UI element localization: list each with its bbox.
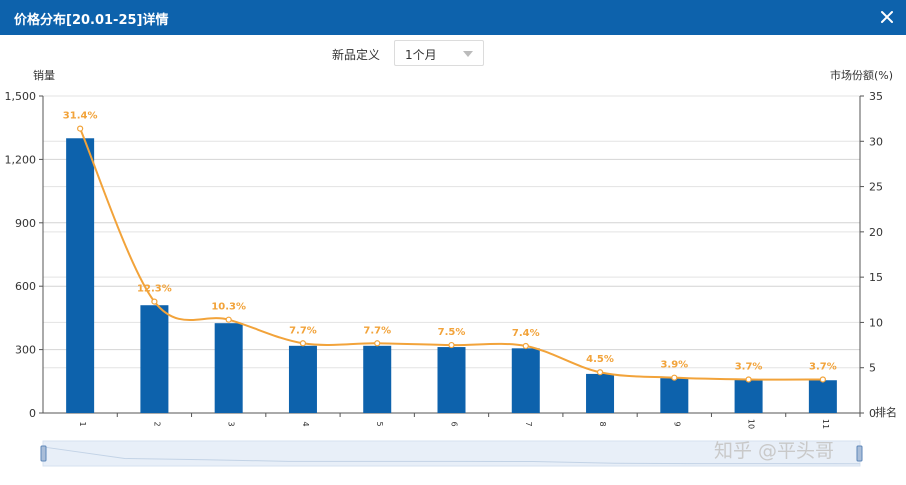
zoom-handle-right[interactable] (856, 445, 863, 462)
share-point-10[interactable] (745, 376, 752, 383)
share-data-label-8: 4.5% (586, 354, 614, 365)
share-data-label-3: 10.3% (211, 302, 246, 313)
share-point-9[interactable] (671, 374, 678, 381)
share-data-label-4: 7.7% (289, 325, 317, 336)
close-icon[interactable] (878, 8, 896, 26)
bar-2[interactable] (140, 305, 169, 413)
share-point-11[interactable] (819, 376, 826, 383)
left-axis-title: 销量 (33, 68, 55, 82)
x-tick-label-9: 9 (672, 421, 681, 426)
window-title: 价格分布[20.01-25]详情 (14, 13, 169, 28)
right-axis-tick-label: 5 (869, 362, 876, 375)
watermark: 知乎 @平头哥 (714, 440, 835, 462)
left-axis-tick-label: 300 (15, 344, 36, 357)
share-point-4[interactable] (299, 340, 307, 347)
x-tick-label-3: 3 (227, 421, 236, 426)
bar-10[interactable] (734, 379, 763, 413)
zoom-slider-preview (42, 446, 861, 465)
right-axis-tick-label: 30 (869, 135, 883, 148)
x-tick-label-8: 8 (598, 421, 607, 426)
x-tick-label-5: 5 (375, 421, 384, 426)
left-axis-tick-label: 1,200 (5, 153, 37, 166)
share-data-label-10: 3.7% (735, 361, 763, 372)
share-point-8[interactable] (596, 369, 604, 376)
new-product-definition-select[interactable]: 1个月 (394, 40, 484, 66)
share-data-label-6: 7.5% (438, 327, 466, 338)
window-titlebar: 价格分布[20.01-25]详情 (0, 0, 906, 35)
share-data-label-7: 7.4% (512, 328, 540, 339)
left-axis-tick-label: 1,500 (5, 90, 37, 103)
left-axis-tick-label: 0 (29, 407, 36, 420)
bar-4[interactable] (288, 345, 317, 413)
share-point-3[interactable] (225, 316, 232, 323)
x-tick-label-6: 6 (450, 421, 459, 426)
x-axis-title: 排名 (875, 405, 897, 419)
chevron-down-icon (463, 51, 473, 57)
bar-3[interactable] (214, 323, 243, 413)
new-product-definition-label: 新品定义 (332, 48, 381, 62)
x-tick-label-7: 7 (524, 421, 533, 426)
left-axis-tick-label: 600 (15, 280, 36, 293)
right-axis-tick-label: 35 (869, 90, 883, 103)
bar-6[interactable] (437, 347, 466, 413)
right-axis-tick-label: 10 (869, 316, 883, 329)
left-axis-tick-label: 900 (15, 217, 36, 230)
x-tick-label-1: 1 (78, 421, 87, 426)
bar-8[interactable] (586, 373, 615, 413)
zoom-handle-left[interactable] (40, 445, 47, 462)
right-axis-title: 市场份额(%) (830, 68, 893, 82)
x-tick-label-11: 11 (821, 419, 830, 429)
select-value: 1个月 (405, 48, 437, 62)
right-axis-tick-label: 25 (869, 181, 883, 194)
x-tick-label-4: 4 (301, 421, 310, 426)
share-point-5[interactable] (374, 340, 381, 347)
bar-7[interactable] (511, 348, 540, 413)
bar-11[interactable] (808, 380, 837, 413)
right-axis-tick-label: 20 (869, 226, 883, 239)
x-tick-label-2: 2 (152, 421, 161, 426)
share-point-1[interactable] (77, 125, 84, 132)
share-data-label-5: 7.7% (363, 325, 391, 336)
x-tick-label-10: 10 (747, 419, 756, 429)
share-point-6[interactable] (448, 341, 455, 349)
bar-9[interactable] (660, 378, 689, 413)
right-axis-tick-label: 0 (869, 407, 876, 420)
share-data-label-11: 3.7% (809, 361, 837, 372)
share-data-label-9: 3.9% (660, 360, 688, 371)
right-axis-tick-label: 15 (869, 271, 883, 284)
share-point-2[interactable] (151, 298, 158, 305)
share-line (79, 128, 823, 381)
bar-1[interactable] (66, 138, 95, 413)
share-data-label-2: 12.3% (137, 284, 172, 295)
filter-bar: 新品定义 1个月 (0, 40, 906, 68)
share-data-label-1: 31.4% (63, 111, 98, 122)
bar-5[interactable] (363, 345, 392, 413)
share-point-7[interactable] (522, 342, 529, 350)
